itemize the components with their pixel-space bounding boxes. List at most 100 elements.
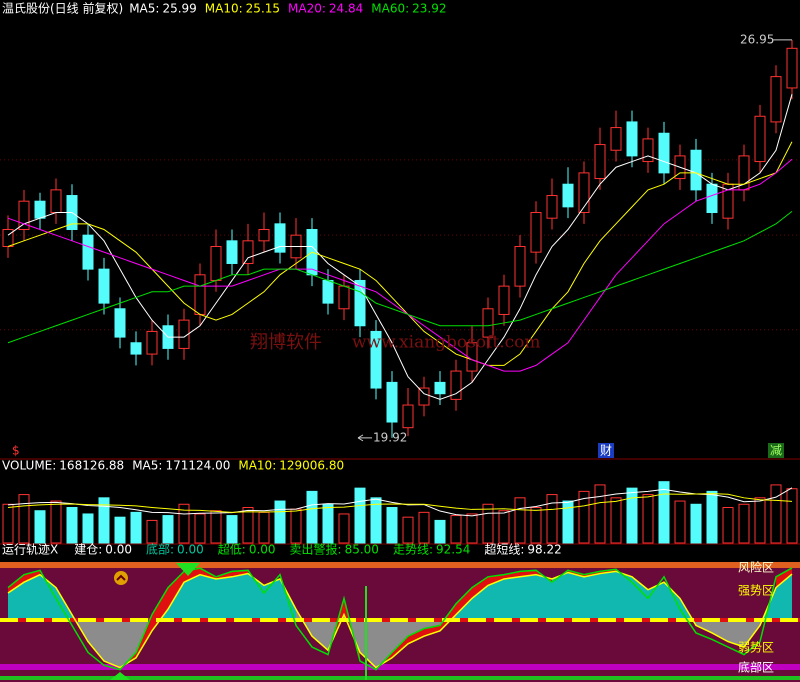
volume-bar xyxy=(418,511,430,544)
trend-area xyxy=(40,574,56,620)
legend-text: 底部: xyxy=(146,542,174,557)
volume-bar xyxy=(338,513,350,544)
candle-body xyxy=(242,240,254,264)
legend-text: 85.00 xyxy=(345,543,379,557)
marker: 财 xyxy=(600,444,612,458)
high-label: 26.95 xyxy=(740,32,774,46)
volume-bar xyxy=(498,510,510,544)
signal-icon xyxy=(114,571,128,585)
ma-line xyxy=(7,94,793,400)
legend-text: 129006.80 xyxy=(279,459,344,473)
candle-body xyxy=(418,387,430,406)
trend-area xyxy=(520,574,536,620)
trend-area xyxy=(568,572,584,620)
volume-bar xyxy=(354,487,366,544)
candle-body xyxy=(578,172,590,214)
volume-bar xyxy=(130,511,142,544)
volume-bar xyxy=(402,516,414,544)
trend-area xyxy=(712,620,728,642)
volume-bar xyxy=(2,503,14,544)
volume-bar xyxy=(706,490,718,544)
volume-bar xyxy=(290,508,302,544)
candle-body xyxy=(50,189,62,214)
base-strip xyxy=(0,676,800,680)
candle-body xyxy=(722,183,734,219)
trend-area xyxy=(648,582,664,620)
legend-text: 92.54 xyxy=(436,543,470,557)
volume-ma-line xyxy=(7,493,793,513)
legend-text: MA60: xyxy=(371,2,409,16)
volume-bar xyxy=(146,519,158,544)
watermark: 翔博软件 www.xiangbosoft.com xyxy=(250,332,541,353)
candle-body xyxy=(194,274,206,315)
candle-body xyxy=(450,370,462,400)
volume-bar xyxy=(674,500,686,544)
short-area xyxy=(392,636,408,658)
volume-bar xyxy=(50,500,62,544)
legend-text: MA20: xyxy=(288,2,326,16)
candle-body xyxy=(690,149,702,191)
volume-bar xyxy=(258,511,270,544)
marker: $ xyxy=(12,444,20,458)
volume-bar xyxy=(562,500,574,544)
legend-text: MA5: xyxy=(129,2,159,16)
legend-text: 0.00 xyxy=(177,543,204,557)
short-area xyxy=(488,574,504,586)
volume-bar xyxy=(226,515,238,544)
bottom-strip xyxy=(0,664,800,670)
marker-box xyxy=(598,443,614,458)
volume-bar xyxy=(306,490,318,544)
signal xyxy=(110,672,130,680)
volume-bar xyxy=(210,510,222,544)
candle-body xyxy=(210,245,222,281)
track-line xyxy=(7,570,793,669)
short-area xyxy=(408,628,424,644)
zone-label: 底部区 xyxy=(738,660,774,675)
trend-area xyxy=(88,620,104,662)
volume-bar xyxy=(242,507,254,544)
marker: 减 xyxy=(770,444,782,458)
candle-body xyxy=(498,285,510,315)
candle-body xyxy=(770,76,782,123)
volume-bar xyxy=(114,516,126,544)
volume-bar xyxy=(546,494,558,544)
trend-area xyxy=(504,576,520,620)
candle-body xyxy=(482,308,494,338)
signal xyxy=(176,563,200,576)
candle-body xyxy=(402,404,414,429)
volume-bar xyxy=(82,513,94,544)
candle-body xyxy=(338,285,350,310)
trend-area xyxy=(584,573,600,620)
legend-text: 23.92 xyxy=(412,2,446,16)
candle-body xyxy=(226,240,238,264)
candle-body xyxy=(258,229,270,242)
trend-area xyxy=(536,574,552,620)
trend-area xyxy=(616,571,632,620)
ma-line xyxy=(7,210,793,344)
candle-body xyxy=(370,330,382,389)
candle-body xyxy=(706,183,718,214)
candle-body xyxy=(642,138,654,163)
candle-body xyxy=(466,342,478,372)
volume-bar xyxy=(482,503,494,544)
volume-bar xyxy=(274,500,286,544)
zone-label: 弱势区 xyxy=(738,641,774,655)
legend-text: 卖出警报: xyxy=(290,542,342,557)
volume-bar xyxy=(434,519,446,544)
legend-text: 超低: xyxy=(218,542,246,557)
low-arrow xyxy=(357,434,364,442)
candle-body xyxy=(386,381,398,423)
volume-bar xyxy=(34,510,46,544)
candle-body xyxy=(274,223,286,253)
candle-body xyxy=(610,127,622,151)
volume-bar xyxy=(466,513,478,544)
trend-area xyxy=(248,573,264,620)
legend-text: 超短线: xyxy=(484,542,524,557)
volume-bar xyxy=(770,484,782,544)
trend-area xyxy=(168,582,184,620)
short-area xyxy=(440,603,456,631)
volume-bar xyxy=(162,515,174,544)
zone-label: 强势区 xyxy=(738,584,774,598)
legend-text: 建仓: xyxy=(74,543,102,557)
trend-area xyxy=(232,573,248,620)
